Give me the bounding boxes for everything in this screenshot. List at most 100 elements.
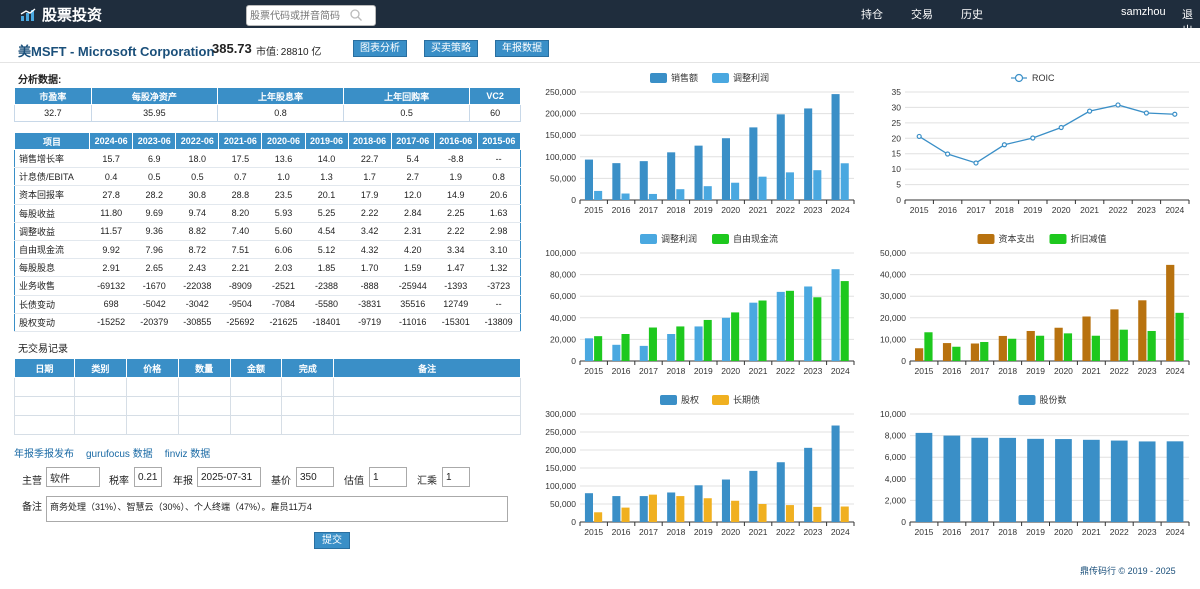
profit-fcf-bar[interactable] bbox=[758, 300, 767, 361]
equity-debt-bar[interactable] bbox=[721, 479, 730, 522]
brand[interactable]: 股票投资 bbox=[20, 4, 102, 25]
finviz-link[interactable]: finviz 数据 bbox=[164, 449, 211, 460]
legend-label[interactable]: 自由现金流 bbox=[733, 233, 778, 244]
submit-button[interactable]: 提交 bbox=[314, 532, 350, 549]
equity-debt-bar[interactable] bbox=[621, 507, 630, 522]
roic-point[interactable] bbox=[1001, 142, 1007, 148]
profit-fcf-bar[interactable] bbox=[639, 345, 648, 361]
equity-debt-bar[interactable] bbox=[804, 447, 813, 522]
capex-depreciation-bar[interactable] bbox=[1026, 330, 1035, 361]
equity-debt-bar[interactable] bbox=[840, 506, 849, 522]
shares-bar[interactable] bbox=[1055, 439, 1072, 522]
note-textarea[interactable]: 商务处理（31%）、智慧云（30%）、个人终端（47%）。雇员11万4 bbox=[46, 496, 508, 522]
shares-bar[interactable] bbox=[1166, 441, 1184, 522]
capex-depreciation-bar[interactable] bbox=[924, 332, 933, 361]
nav-trades[interactable]: 交易 bbox=[911, 9, 933, 21]
sales-profit-bar[interactable] bbox=[804, 108, 813, 200]
profit-fcf-bar[interactable] bbox=[584, 338, 593, 361]
sales-profit-bar[interactable] bbox=[621, 193, 630, 200]
legend-label[interactable]: 股份数 bbox=[1040, 394, 1067, 405]
equity-debt-bar[interactable] bbox=[831, 425, 840, 522]
capex-depreciation-bar[interactable] bbox=[980, 341, 989, 361]
shares-bar[interactable] bbox=[915, 432, 933, 522]
equity-debt-bar[interactable] bbox=[612, 496, 621, 522]
capex-depreciation-bar[interactable] bbox=[942, 343, 952, 361]
roic-point[interactable] bbox=[916, 133, 922, 140]
roic-point[interactable] bbox=[973, 160, 979, 166]
roic-point[interactable] bbox=[1115, 102, 1121, 108]
profit-fcf-bar[interactable] bbox=[648, 327, 657, 361]
profit-fcf-bar[interactable] bbox=[831, 269, 840, 361]
sales-profit-bar[interactable] bbox=[694, 145, 703, 200]
roic-point[interactable] bbox=[944, 151, 951, 157]
capex-depreciation-bar[interactable] bbox=[1035, 335, 1045, 361]
roic-point[interactable] bbox=[1143, 110, 1149, 116]
equity-debt-bar[interactable] bbox=[667, 492, 676, 522]
shares-bar[interactable] bbox=[1082, 439, 1100, 522]
capex-depreciation-bar[interactable] bbox=[1175, 312, 1184, 361]
shares-bar[interactable] bbox=[1027, 438, 1044, 522]
sales-profit-bar[interactable] bbox=[813, 170, 822, 200]
capex-depreciation-bar[interactable] bbox=[1054, 327, 1063, 361]
profit-fcf-bar[interactable] bbox=[813, 297, 822, 361]
base-price-input[interactable] bbox=[296, 467, 334, 487]
legend-label[interactable]: 资本支出 bbox=[999, 233, 1035, 244]
roic-point[interactable] bbox=[1087, 108, 1093, 114]
roic-point[interactable] bbox=[1058, 124, 1064, 131]
capex-depreciation-bar[interactable] bbox=[1110, 309, 1119, 361]
roic-point[interactable] bbox=[1172, 111, 1178, 117]
capex-depreciation-bar[interactable] bbox=[1138, 300, 1147, 361]
sales-profit-bar[interactable] bbox=[612, 163, 621, 200]
chart-analysis-button[interactable]: 图表分析 bbox=[353, 40, 407, 57]
profit-fcf-bar[interactable] bbox=[694, 326, 703, 361]
capex-depreciation-bar[interactable] bbox=[970, 343, 980, 361]
equity-debt-bar[interactable] bbox=[758, 504, 767, 522]
capex-depreciation-bar[interactable] bbox=[915, 348, 924, 361]
capex-depreciation-bar[interactable] bbox=[1091, 335, 1100, 361]
shares-bar[interactable] bbox=[1110, 440, 1128, 522]
equity-debt-bar[interactable] bbox=[776, 462, 785, 522]
gurufocus-link[interactable]: gurufocus 数据 bbox=[86, 449, 153, 460]
equity-debt-bar[interactable] bbox=[703, 498, 712, 522]
legend-label[interactable]: 调整利润 bbox=[661, 233, 697, 244]
search-icon[interactable] bbox=[349, 8, 363, 25]
sales-profit-bar[interactable] bbox=[703, 186, 712, 200]
profit-fcf-bar[interactable] bbox=[840, 281, 849, 361]
capex-depreciation-bar[interactable] bbox=[1119, 329, 1128, 361]
equity-debt-bar[interactable] bbox=[813, 506, 822, 522]
main-business-input[interactable] bbox=[46, 467, 100, 487]
equity-debt-bar[interactable] bbox=[785, 505, 794, 522]
legend-label[interactable]: ROIC bbox=[1032, 73, 1055, 83]
valuation-input[interactable] bbox=[369, 467, 407, 487]
annual-data-button[interactable]: 年报数据 bbox=[495, 40, 549, 57]
search-input[interactable] bbox=[250, 8, 350, 24]
sales-profit-bar[interactable] bbox=[840, 163, 849, 200]
equity-debt-bar[interactable] bbox=[676, 496, 685, 522]
tax-rate-input[interactable] bbox=[134, 467, 162, 487]
capex-depreciation-bar[interactable] bbox=[1166, 264, 1175, 361]
legend-label[interactable]: 调整利润 bbox=[733, 72, 769, 83]
capex-depreciation-bar[interactable] bbox=[952, 346, 961, 361]
profit-fcf-bar[interactable] bbox=[594, 336, 603, 361]
equity-debt-bar[interactable] bbox=[594, 512, 603, 522]
report-date-input[interactable] bbox=[197, 467, 261, 487]
equity-debt-bar[interactable] bbox=[584, 493, 593, 522]
equity-debt-bar[interactable] bbox=[639, 496, 648, 522]
profit-fcf-bar[interactable] bbox=[612, 344, 621, 361]
shares-bar[interactable] bbox=[999, 437, 1017, 522]
legend-label[interactable]: 长期债 bbox=[733, 394, 760, 405]
sales-profit-bar[interactable] bbox=[776, 114, 785, 200]
profit-fcf-bar[interactable] bbox=[676, 326, 685, 361]
sales-profit-bar[interactable] bbox=[731, 182, 740, 200]
profit-fcf-bar[interactable] bbox=[804, 286, 813, 361]
shares-bar[interactable] bbox=[1138, 441, 1156, 522]
trade-strategy-button[interactable]: 买卖策略 bbox=[424, 40, 478, 57]
capex-depreciation-bar[interactable] bbox=[998, 335, 1007, 361]
logout-link[interactable]: 退出 bbox=[1182, 9, 1193, 37]
roic-point[interactable] bbox=[1030, 135, 1036, 141]
profit-fcf-bar[interactable] bbox=[621, 334, 630, 361]
profit-fcf-bar[interactable] bbox=[721, 317, 730, 361]
sales-profit-bar[interactable] bbox=[785, 172, 794, 200]
nav-holdings[interactable]: 持仓 bbox=[861, 9, 883, 21]
profit-fcf-bar[interactable] bbox=[776, 291, 785, 361]
